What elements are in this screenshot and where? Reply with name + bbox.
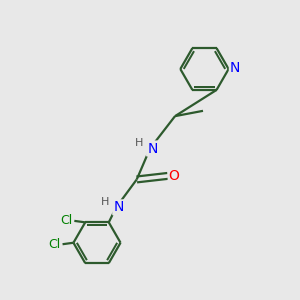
Text: N: N — [113, 200, 124, 214]
Text: Cl: Cl — [48, 238, 60, 251]
Text: H: H — [101, 197, 109, 207]
Text: H: H — [135, 138, 143, 148]
Text: O: O — [169, 169, 180, 183]
Text: N: N — [230, 61, 240, 75]
Text: Cl: Cl — [60, 214, 72, 227]
Text: N: N — [147, 142, 158, 155]
